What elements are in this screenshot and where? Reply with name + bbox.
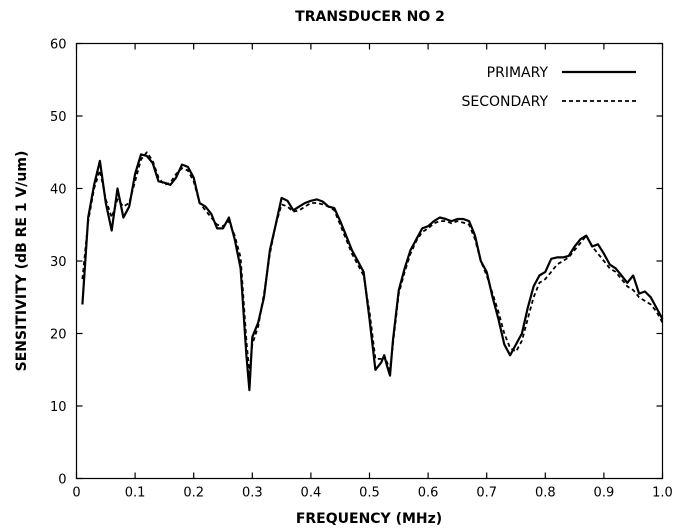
x-tick-label: 0 (72, 486, 80, 501)
legend-label-secondary: SECONDARY (462, 94, 549, 110)
series-group (81, 151, 664, 392)
plot-area-frame (75, 42, 664, 480)
x-tick-label: 0.6 (418, 486, 439, 501)
y-tick-label: 0 (58, 473, 66, 488)
legend-label-primary: PRIMARY (487, 65, 549, 81)
x-tick-label: 0.1 (125, 486, 146, 501)
series-line-secondary (81, 151, 664, 375)
y-tick-label: 10 (50, 400, 67, 415)
y-tick-label: 50 (50, 110, 67, 125)
x-tick-label: 1.0 (652, 486, 673, 501)
x-axis-label: FREQUENCY (MHz) (296, 511, 442, 527)
x-tick-label: 0.5 (359, 486, 380, 501)
axis-ticks (75, 42, 664, 480)
axis-tick-labels: 0 0.1 0.2 0.3 0.4 0.5 0.6 0.7 0.8 0.9 1.0 0 10 20 30 40… (50, 38, 673, 501)
y-axis-label: SENSITIVITY (dB RE 1 V/um) (14, 151, 30, 372)
x-tick-label: 0.8 (535, 486, 556, 501)
series-line-primary (81, 153, 664, 392)
y-tick-label: 20 (50, 328, 67, 343)
x-tick-label: 0.7 (476, 486, 497, 501)
chart-title: TRANSDUCER NO 2 (295, 9, 445, 25)
x-tick-label: 0.2 (183, 486, 204, 501)
x-tick-label: 0.3 (242, 486, 263, 501)
legend: PRIMARY SECONDARY (462, 65, 636, 110)
y-tick-label: 60 (50, 38, 67, 53)
y-tick-label: 40 (50, 183, 67, 198)
x-tick-label: 0.4 (301, 486, 322, 501)
x-tick-label: 0.9 (594, 486, 615, 501)
y-tick-label: 30 (50, 255, 67, 270)
